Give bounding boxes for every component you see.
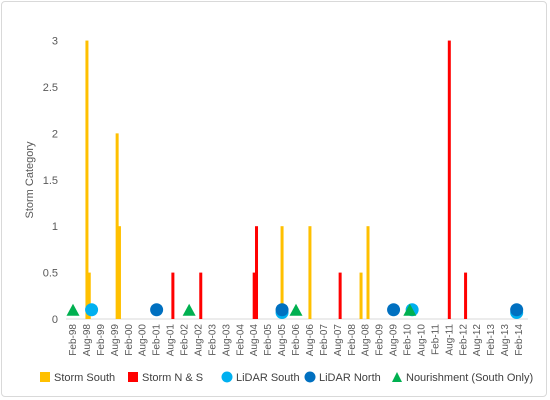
- bar-storm-south: [117, 226, 121, 319]
- marker-nourishment-south-only: [66, 303, 80, 316]
- x-tick-label: Feb-09: [375, 324, 386, 356]
- x-tick-label: Aug-98: [82, 324, 93, 357]
- x-tick-label: Aug-07: [333, 324, 344, 357]
- x-tick-label: Aug-05: [277, 324, 288, 357]
- x-tick-label: Aug-03: [221, 324, 232, 357]
- y-tick-label: 1.5: [43, 175, 58, 187]
- bar-storm-south: [366, 226, 370, 319]
- x-tick-label: Feb-14: [514, 324, 525, 356]
- x-tick-label: Aug-09: [389, 324, 400, 357]
- marker-lidar-north: [510, 303, 524, 317]
- legend-swatch-lidar-north: [304, 371, 316, 383]
- marker-lidar-north: [150, 303, 164, 317]
- legend-swatch-nourishment-south-only: [392, 372, 402, 382]
- x-tick-label: Aug-10: [416, 324, 427, 357]
- legend-label-storm-south: Storm South: [54, 372, 115, 384]
- y-tick-labels: 0 0.5 1 1.5 2 2.5 3: [43, 36, 58, 326]
- marker-nourishment-south-only: [289, 303, 303, 316]
- x-tick-label: Aug-99: [110, 324, 121, 357]
- x-tick-label: Feb-08: [347, 324, 358, 356]
- x-tick-label: Aug-11: [444, 324, 455, 356]
- y-tick-label: 0: [52, 314, 58, 326]
- x-tick-label: Feb-13: [486, 324, 497, 356]
- marker-lidar-north: [275, 303, 289, 317]
- legend-label-lidar-north: LiDAR North: [319, 372, 381, 384]
- y-tick-label: 3: [52, 36, 58, 48]
- x-tick-label: Feb-01: [152, 324, 163, 356]
- marker-nourishment-south-only: [403, 303, 417, 316]
- bar-storm-n-s: [464, 272, 468, 319]
- x-tick-label: Aug-08: [361, 324, 372, 357]
- x-tick-label: Aug-02: [193, 324, 204, 357]
- y-tick-label: 2: [52, 128, 58, 140]
- bar-storm-n-s: [447, 40, 451, 319]
- bar-storm-south: [359, 272, 363, 319]
- x-tick-label: Feb-99: [96, 324, 107, 356]
- bar-storm-south: [308, 226, 312, 319]
- x-tick-label: Feb-98: [68, 324, 79, 356]
- x-tick-label: Feb-11: [430, 324, 441, 355]
- x-tick-label: Feb-05: [263, 324, 274, 356]
- x-tick-label: Feb-12: [458, 324, 469, 356]
- bar-storm-south: [280, 226, 284, 319]
- x-tick-label: Feb-03: [207, 324, 218, 356]
- x-tick-label: Feb-02: [180, 324, 191, 356]
- bar-storm-n-s: [171, 272, 175, 319]
- x-tick-labels: Feb-98 Aug-98 Feb-99 Aug-99 Feb-00 Aug-00 Feb-…: [68, 324, 525, 357]
- x-tick-label: Feb-00: [124, 324, 135, 356]
- bar-storm-south: [85, 40, 89, 319]
- legend: Storm South Storm N & S LiDAR South LiDAR N…: [40, 371, 533, 384]
- legend-label-nourishment-south-only: Nourishment (South Only): [406, 372, 533, 384]
- x-tick-label: Aug-12: [472, 324, 483, 357]
- bar-storm-south: [87, 272, 91, 319]
- y-tick-label: 1: [52, 221, 58, 233]
- x-tick-label: Feb-04: [235, 324, 246, 356]
- legend-swatch-storm-south: [40, 372, 50, 382]
- y-tick-label: 2.5: [43, 82, 58, 94]
- x-tick-label: Feb-07: [319, 324, 330, 356]
- y-axis-title-group: Storm Category: [24, 141, 36, 219]
- x-tick-label: Feb-10: [403, 324, 414, 356]
- x-tick-label: Aug-00: [138, 324, 149, 357]
- bar-storm-n-s: [199, 272, 203, 319]
- bar-storm-south: [115, 133, 119, 319]
- y-axis-title: Storm Category: [24, 141, 36, 219]
- bar-storm-n-s: [252, 272, 256, 319]
- bar-storm-n-s: [338, 272, 342, 319]
- marker-lidar-north: [387, 303, 401, 317]
- marker-lidar-south: [85, 303, 99, 317]
- y-tick-label: 0.5: [43, 268, 58, 280]
- plot-area: [66, 40, 528, 320]
- legend-swatch-storm-n-s: [128, 372, 138, 382]
- marker-nourishment-south-only: [182, 303, 196, 316]
- x-tick-label: Aug-06: [305, 324, 316, 357]
- legend-label-storm-n-s: Storm N & S: [142, 372, 203, 384]
- legend-swatch-lidar-south: [221, 371, 233, 383]
- x-tick-label: Aug-13: [500, 324, 511, 357]
- x-tick-label: Aug-01: [166, 324, 177, 357]
- x-tick-label: Feb-06: [291, 324, 302, 356]
- x-tick-label: Aug-04: [249, 324, 260, 357]
- bar-storm-n-s: [255, 226, 259, 319]
- legend-label-lidar-south: LiDAR South: [236, 372, 300, 384]
